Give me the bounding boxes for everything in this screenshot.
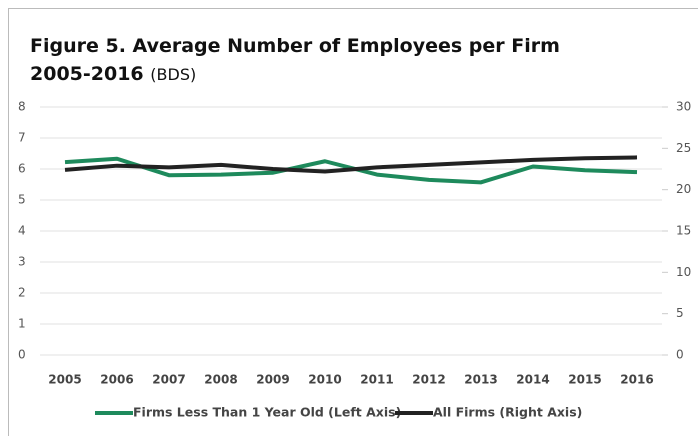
y2-tick-label: 5 bbox=[676, 306, 684, 320]
x-tick-label: 2014 bbox=[516, 373, 549, 387]
legend-label: All Firms (Right Axis) bbox=[433, 405, 582, 420]
source: (BDS) bbox=[150, 65, 196, 84]
y-tick-label: 7 bbox=[18, 131, 26, 145]
legend-label: Firms Less Than 1 Year Old (Left Axis) bbox=[133, 405, 401, 420]
x-tick-label: 2006 bbox=[100, 373, 133, 387]
series-line bbox=[64, 155, 638, 174]
chart-title: Figure 5. Average Number of Employees pe… bbox=[30, 35, 560, 57]
y-tick-label: 5 bbox=[18, 193, 26, 207]
y-tick-label: 2 bbox=[18, 286, 26, 300]
y2-tick-label: 0 bbox=[676, 348, 684, 362]
y-tick-label: 6 bbox=[18, 162, 26, 176]
y-tick-label: 1 bbox=[18, 317, 26, 331]
y2-tick-label: 10 bbox=[676, 265, 691, 279]
x-tick-label: 2012 bbox=[412, 373, 445, 387]
y-tick-label: 3 bbox=[18, 255, 26, 269]
x-tick-label: 2013 bbox=[464, 373, 497, 387]
x-tick-label: 2007 bbox=[152, 373, 185, 387]
x-tick-label: 2008 bbox=[204, 373, 237, 387]
x-tick-label: 2005 bbox=[48, 373, 81, 387]
chart-subtitle: 2005-2016 (BDS) bbox=[30, 63, 196, 85]
x-tick-label: 2009 bbox=[256, 373, 289, 387]
frame bbox=[8, 8, 698, 436]
subtitle: 2005-2016 bbox=[30, 63, 144, 85]
x-tick-label: 2016 bbox=[620, 373, 653, 387]
y2-tick-label: 25 bbox=[676, 141, 691, 155]
y2-tick-label: 15 bbox=[676, 224, 691, 238]
x-tick-label: 2010 bbox=[308, 373, 341, 387]
y-tick-label: 0 bbox=[18, 348, 26, 362]
y-tick-label: 4 bbox=[18, 224, 26, 238]
x-tick-label: 2015 bbox=[568, 373, 601, 387]
y2-tick-label: 30 bbox=[676, 100, 691, 114]
x-tick-label: 2011 bbox=[360, 373, 393, 387]
y2-tick-label: 20 bbox=[676, 182, 691, 196]
y-tick-label: 8 bbox=[18, 100, 26, 114]
